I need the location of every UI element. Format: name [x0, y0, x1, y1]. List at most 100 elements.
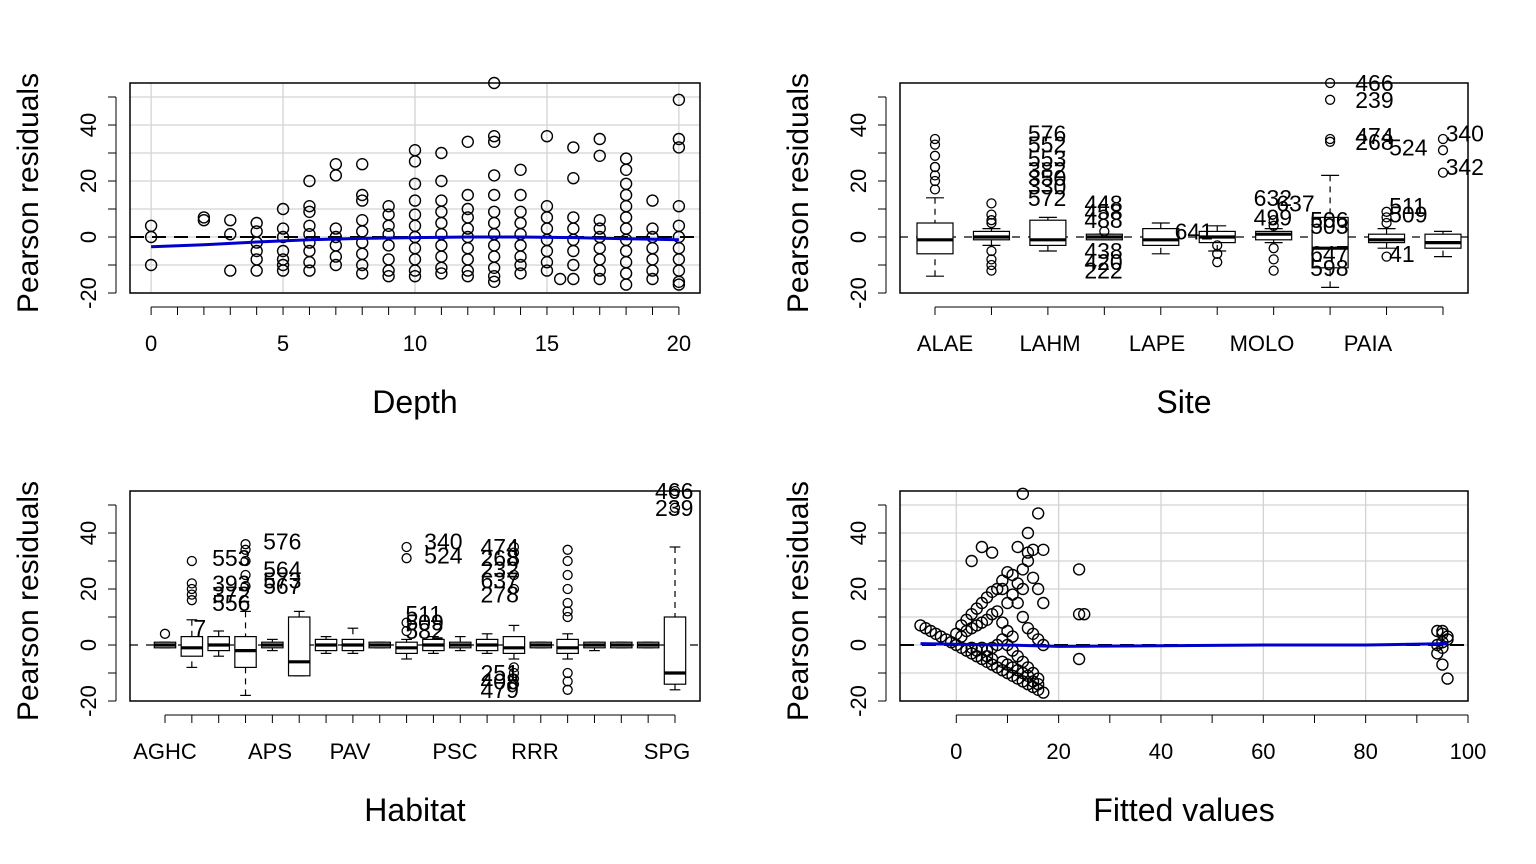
data-point [356, 247, 369, 261]
x-tick-label: 100 [1450, 739, 1487, 764]
outlier-point [562, 606, 573, 617]
outlier-point [1381, 206, 1392, 217]
data-point [461, 135, 474, 149]
data-point [461, 264, 474, 277]
data-point [461, 211, 474, 224]
data-point [567, 222, 580, 235]
data-point [1011, 577, 1024, 590]
x-tick-label: AGHC [133, 739, 197, 764]
outlier-point [1324, 136, 1336, 147]
data-point [435, 174, 448, 188]
box-iqr [1029, 219, 1067, 246]
outlier-point [1099, 226, 1110, 237]
outlier-point [1212, 257, 1223, 268]
panel-1: 0 5 10 15 20 -20 0 20 40 Pearson residuals Depth [12, 73, 701, 420]
data-point [487, 205, 501, 219]
data-point [250, 225, 263, 238]
data-point [356, 194, 369, 207]
x-tick-label: 15 [535, 331, 559, 356]
outlier-point [240, 581, 251, 592]
outlier-point [508, 667, 520, 679]
plot-frame [129, 490, 701, 702]
data-point [382, 264, 395, 277]
data-point [276, 222, 290, 235]
data-point [646, 194, 659, 207]
box-group [287, 610, 311, 677]
x-axis-title: Habitat [364, 792, 466, 828]
data-point [593, 213, 606, 227]
data-point [435, 205, 448, 219]
data-point [567, 258, 580, 272]
data-point [408, 270, 422, 283]
data-point [461, 188, 474, 202]
x-tick-label: PSC [432, 739, 477, 764]
data-point [996, 616, 1009, 629]
box-group [314, 635, 338, 655]
data-point [224, 213, 237, 227]
outlier-label: 268 [1355, 129, 1393, 155]
data-point [356, 188, 369, 202]
data-point [672, 132, 686, 146]
data-point [514, 258, 527, 272]
outlier-point [1324, 94, 1336, 105]
data-point [356, 213, 369, 227]
outlier-label: 647 [1310, 241, 1348, 267]
outlier-point [508, 569, 520, 581]
data-point [329, 222, 343, 235]
data-point [1021, 526, 1035, 540]
outlier-label: 251 [481, 660, 519, 686]
outlier-label: 382 [1028, 157, 1066, 183]
data-point [224, 227, 237, 241]
data-point [619, 177, 633, 191]
data-point [1441, 633, 1454, 646]
data-point [487, 250, 501, 263]
box-group [448, 635, 472, 652]
box-group [1142, 222, 1180, 255]
outlier-label: 552 [1028, 132, 1066, 158]
data-point [224, 264, 237, 277]
data-point [646, 264, 659, 277]
data-point [996, 582, 1009, 596]
data-point [487, 275, 501, 288]
outlier-point [986, 265, 997, 276]
data-point [461, 202, 474, 216]
data-point [487, 216, 501, 230]
box-group [422, 635, 445, 655]
smooth-trend-line [920, 642, 1448, 648]
outlier-label: 408 [481, 668, 519, 694]
box-group [502, 541, 526, 690]
outlier-label: 458 [1084, 199, 1122, 225]
box-group [1311, 77, 1349, 288]
plot-frame [129, 82, 701, 294]
x-tick-label: 20 [1046, 739, 1070, 764]
data-point [276, 202, 290, 216]
data-point [382, 208, 395, 221]
outlier-point [562, 544, 573, 555]
data-point [382, 199, 395, 213]
outlier-label: 511 [405, 601, 442, 627]
data-point [619, 267, 633, 280]
data-point [1016, 563, 1030, 576]
outlier-label: 524 [1389, 134, 1428, 160]
outlier-point [508, 662, 520, 673]
x-tick-label: 60 [1251, 739, 1275, 764]
data-point [514, 163, 527, 177]
x-tick-label: MOLO [1230, 331, 1295, 356]
box-group [636, 641, 660, 649]
y-tick-label: 0 [76, 639, 101, 651]
outlier-point [401, 625, 412, 637]
y-axis-title: Pearson residuals [12, 481, 45, 721]
outlier-label: 350 [1028, 165, 1066, 191]
data-point [408, 155, 422, 168]
data-point [1001, 596, 1014, 610]
y-tick-label: 0 [846, 231, 871, 243]
outlier-point [1324, 133, 1336, 145]
box-group [1424, 133, 1462, 258]
data-point [329, 258, 343, 272]
data-point [329, 250, 343, 263]
outlier-label: 474 [481, 534, 520, 560]
outlier-label: 553 [212, 545, 250, 571]
data-point [1072, 652, 1086, 666]
outlier-point [508, 555, 520, 567]
data-point [276, 264, 290, 277]
